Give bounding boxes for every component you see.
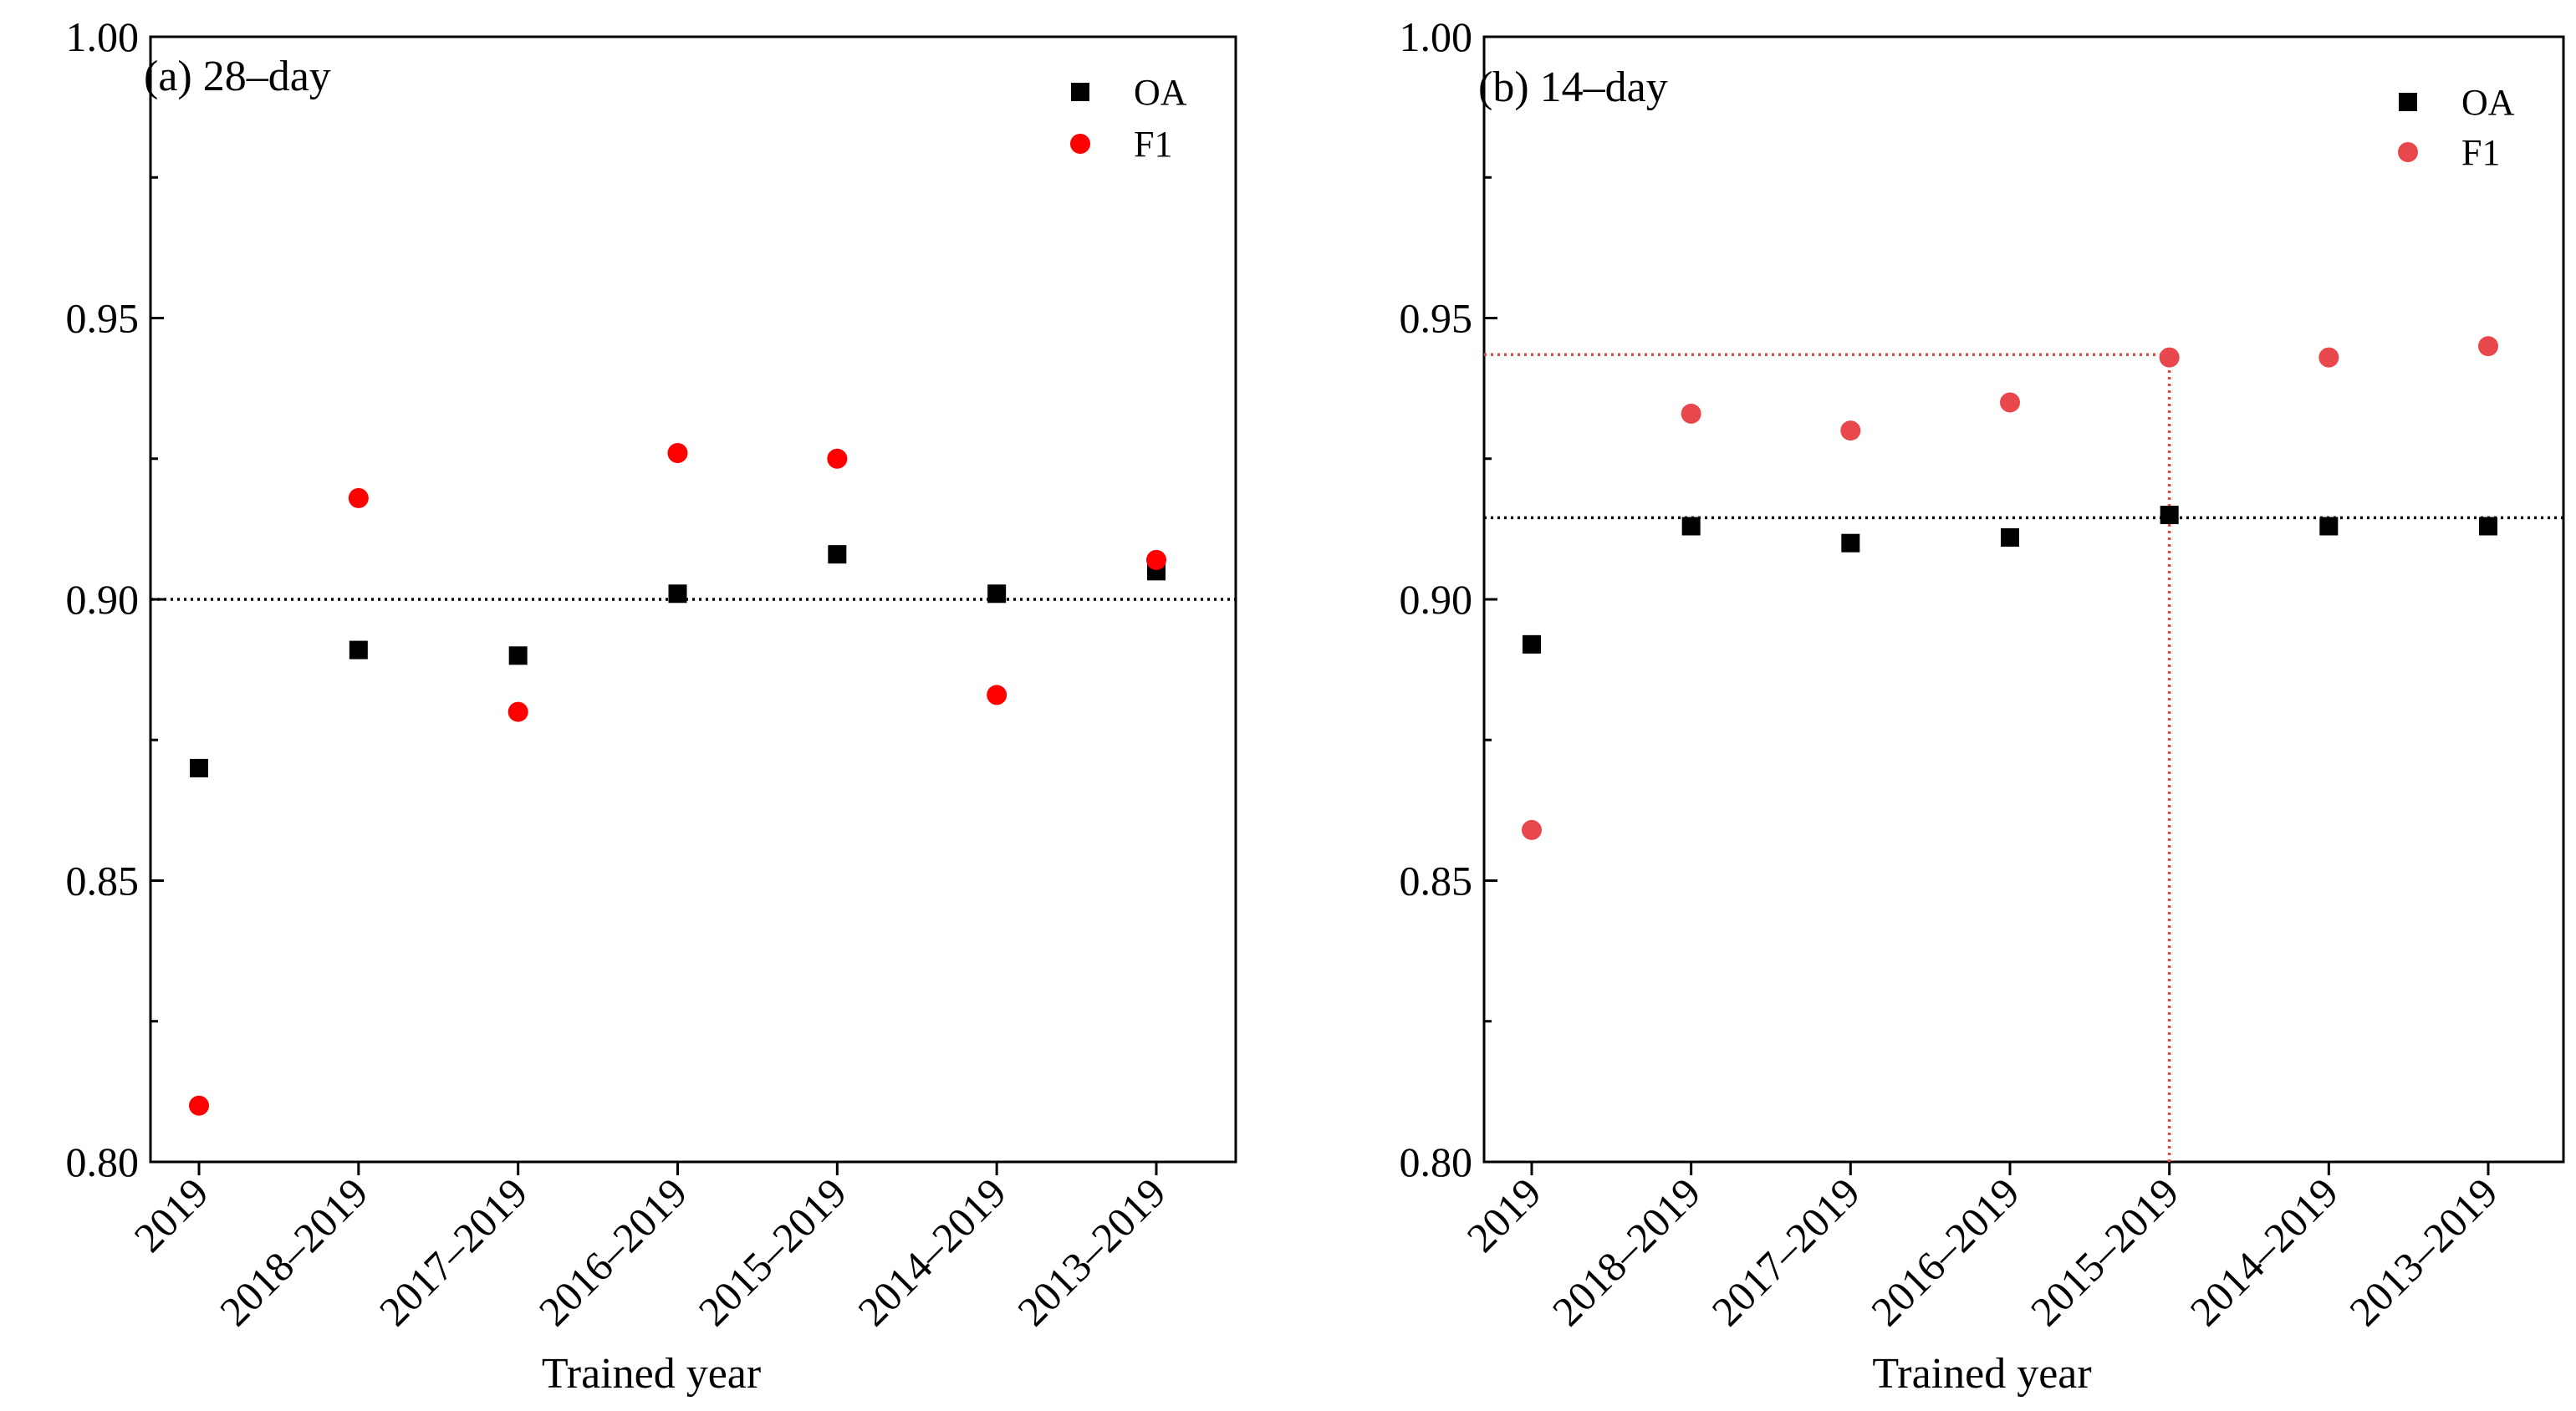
- legend-label: OA: [2461, 82, 2515, 123]
- f1-point: [2478, 336, 2498, 357]
- y-tick-label: 0.90: [66, 576, 140, 623]
- f1-point: [2318, 347, 2339, 368]
- x-tick-label: 2014–2019: [849, 1169, 1015, 1335]
- y-tick-label: 0.90: [1400, 576, 1473, 623]
- x-tick-label: 2018–2019: [211, 1169, 377, 1335]
- x-axis-title: Trained year: [1872, 1350, 2091, 1398]
- x-tick-label: 2015–2019: [2022, 1169, 2188, 1335]
- legend-oa-marker: [2399, 93, 2417, 111]
- oa-point: [2479, 517, 2497, 536]
- x-tick-label: 2017–2019: [370, 1169, 537, 1335]
- f1-point: [1681, 403, 1701, 424]
- f1-point: [827, 448, 848, 469]
- f1-point: [1840, 420, 1861, 441]
- legend-oa-marker: [1071, 83, 1089, 101]
- x-tick-label: 2016–2019: [1862, 1169, 2028, 1335]
- oa-point: [2160, 506, 2179, 525]
- oa-point: [508, 646, 528, 665]
- y-tick-label: 0.80: [1400, 1138, 1473, 1185]
- f1-point: [667, 443, 688, 464]
- x-tick-label: 2013–2019: [2340, 1169, 2507, 1335]
- legend-label: OA: [1134, 72, 1187, 113]
- x-tick-label: 2019: [125, 1169, 217, 1261]
- legend-f1-marker: [2398, 142, 2418, 162]
- oa-point: [1841, 533, 1860, 553]
- legend-label: F1: [1134, 124, 1172, 165]
- y-tick-label: 0.85: [66, 858, 140, 904]
- chart-panel-a: 0.80 0.85 0.90 0.95 1.00 20192018–20192017–20…: [66, 13, 1237, 1398]
- oa-point: [349, 640, 368, 660]
- x-tick-label: 2014–2019: [2181, 1169, 2347, 1335]
- x-tick-label: 2016–2019: [530, 1169, 696, 1335]
- oa-point: [1681, 517, 1701, 536]
- y-tick-label: 0.80: [66, 1138, 140, 1185]
- f1-point: [189, 1095, 209, 1116]
- oa-point: [1523, 634, 1541, 654]
- oa-point: [2319, 517, 2339, 536]
- oa-point: [987, 584, 1007, 604]
- f1-point: [1522, 819, 1542, 840]
- f1-point: [348, 487, 369, 508]
- x-tick-label: 2017–2019: [1702, 1169, 1869, 1335]
- x-tick-label: 2018–2019: [1543, 1169, 1710, 1335]
- y-tick-label: 0.85: [1400, 858, 1473, 904]
- f1-point: [508, 701, 528, 722]
- legend-label: F1: [2461, 132, 2500, 173]
- x-tick-label: 2013–2019: [1008, 1169, 1175, 1335]
- f1-point: [2000, 392, 2020, 413]
- panel-title: (b) 14–day: [1478, 64, 1668, 111]
- y-tick-label: 0.95: [1400, 295, 1473, 342]
- y-tick-label: 1.00: [1400, 13, 1473, 60]
- y-tick-label: 1.00: [66, 13, 140, 60]
- panel-title: (a) 28–day: [144, 53, 331, 100]
- x-axis-title: Trained year: [542, 1350, 761, 1398]
- legend-f1-marker: [1070, 134, 1090, 154]
- chart-panel-b: 0.800.850.900.951.0020192018–20192017–20…: [1400, 13, 2565, 1398]
- oa-point: [2001, 527, 2019, 547]
- f1-point: [1146, 549, 1166, 570]
- plot-frame: [1482, 35, 2565, 1164]
- y-tick-label: 0.95: [66, 295, 140, 342]
- f1-point: [987, 685, 1007, 706]
- x-tick-label: 2015–2019: [689, 1169, 855, 1335]
- oa-point: [190, 758, 208, 777]
- oa-point: [828, 545, 847, 564]
- f1-point: [2159, 347, 2180, 368]
- oa-point: [668, 584, 687, 604]
